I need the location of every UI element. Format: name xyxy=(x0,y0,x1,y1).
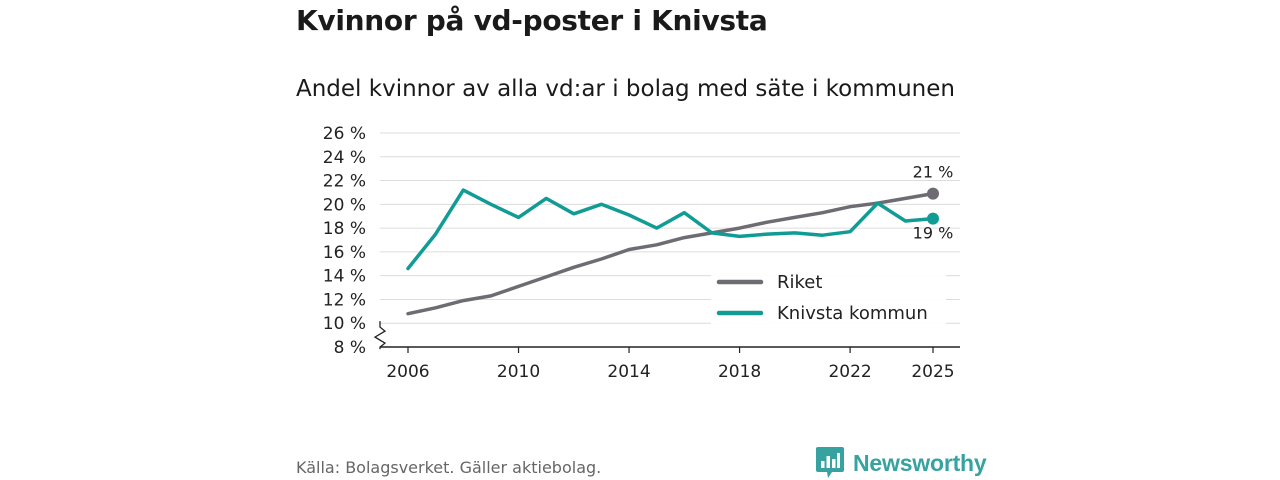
y-tick-label: 22 % xyxy=(323,172,366,192)
x-tick-label: 2010 xyxy=(497,362,540,382)
x-tick-label: 2018 xyxy=(718,362,761,382)
y-tick-label: 24 % xyxy=(323,148,366,168)
chart-subtitle: Andel kvinnor av alla vd:ar i bolag med … xyxy=(296,76,955,102)
y-tick-label: 10 % xyxy=(323,314,366,334)
line-chart: 8 % 10 % 12 % 14 % 16 % 18 % 20 % 22 % 24 % 26 % 2… xyxy=(323,124,960,382)
newsworthy-logo: Newsworthy xyxy=(815,446,987,480)
legend-label: Knivsta kommun xyxy=(777,303,928,324)
series-line-riket xyxy=(406,191,935,316)
y-tick-label: 14 % xyxy=(323,267,366,287)
y-tick-label: 18 % xyxy=(323,219,366,239)
y-tick-label: 12 % xyxy=(323,290,366,310)
bar-chart-icon xyxy=(816,447,844,478)
source-note: Källa: Bolagsverket. Gäller aktiebolag. xyxy=(296,458,602,477)
end-value-label: 19 % xyxy=(913,224,954,243)
x-tick-label: 2025 xyxy=(911,362,954,382)
series-endpoint xyxy=(927,212,939,225)
end-value-label: 21 % xyxy=(913,163,954,182)
axis-break-symbol xyxy=(373,321,387,350)
series-line-knivsta-kommun xyxy=(406,188,935,271)
x-tick-label: 2022 xyxy=(828,362,871,382)
series-endpoint xyxy=(927,187,939,200)
chart-title: Kvinnor på vd-poster i Knivsta xyxy=(296,4,768,37)
legend-label: Riket xyxy=(777,272,822,293)
legend-box xyxy=(711,268,946,326)
x-tick-label: 2014 xyxy=(607,362,650,382)
y-tick-label: 8 % xyxy=(334,338,366,358)
brand-name: Newsworthy xyxy=(853,449,987,476)
y-tick-label: 16 % xyxy=(323,243,366,263)
y-tick-label: 26 % xyxy=(323,124,366,144)
x-tick-label: 2006 xyxy=(386,362,429,382)
y-tick-label: 20 % xyxy=(323,195,366,215)
